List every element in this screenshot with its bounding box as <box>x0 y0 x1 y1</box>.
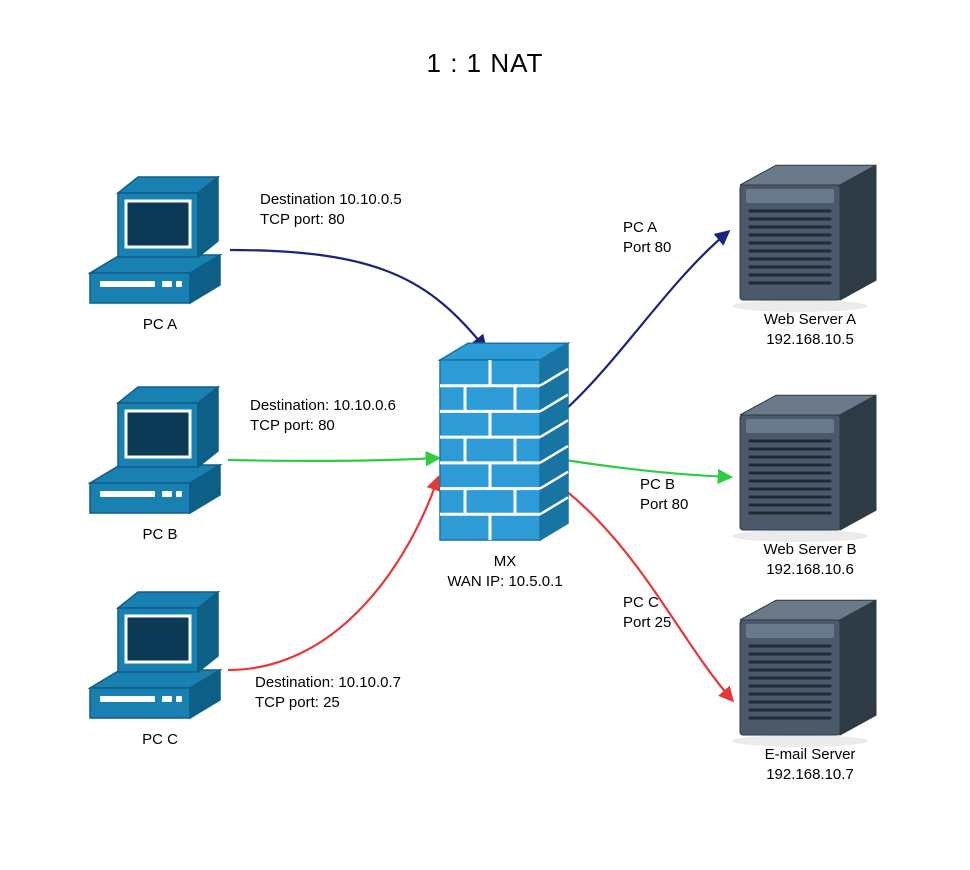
pc-label: PC C <box>110 730 210 750</box>
flow-arrow <box>228 458 438 461</box>
pc-label: PC A <box>110 315 210 335</box>
flow-label-left: Destination 10.10.0.5 TCP port: 80 <box>260 190 402 231</box>
flow-label-right: PC A Port 80 <box>623 218 671 259</box>
pc-icon <box>90 177 220 303</box>
flow-label-left: Destination: 10.10.0.7 TCP port: 25 <box>255 673 401 714</box>
firewall-label: MX WAN IP: 10.5.0.1 <box>400 552 610 593</box>
pc-label: PC B <box>110 525 210 545</box>
diagram-stage: 1 : 1 NAT Destination 10.10.0.5 TCP port… <box>0 0 970 870</box>
server-icon <box>732 395 876 542</box>
server-label: Web Server A 192.168.10.5 <box>730 310 890 351</box>
flow-arrow <box>230 250 485 348</box>
server-label: Web Server B 192.168.10.6 <box>730 540 890 581</box>
pc-icon <box>90 387 220 513</box>
pc-icon <box>90 592 220 718</box>
firewall-icon <box>440 343 568 540</box>
diagram-title: 1 : 1 NAT <box>0 48 970 79</box>
server-icon <box>732 165 876 312</box>
flow-arrow <box>565 232 728 410</box>
server-label: E-mail Server 192.168.10.7 <box>730 745 890 786</box>
flow-label-right: PC B Port 80 <box>640 475 688 516</box>
server-icon <box>732 600 876 747</box>
flow-label-right: PC C Port 25 <box>623 593 671 634</box>
flow-label-left: Destination: 10.10.0.6 TCP port: 80 <box>250 396 396 437</box>
